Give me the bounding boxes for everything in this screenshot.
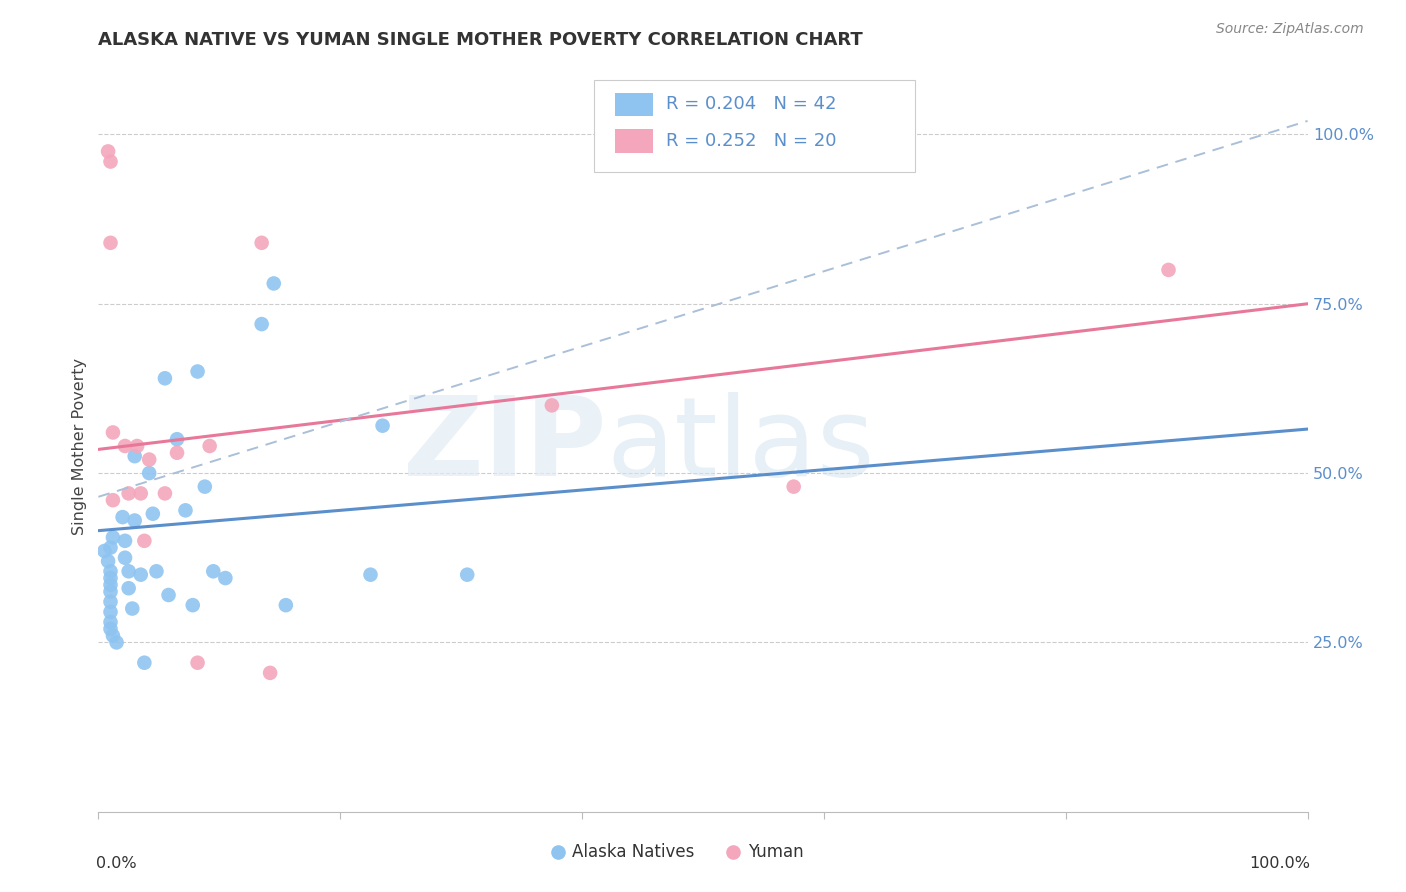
Point: [118, 581, 141, 595]
Point: [124, 449, 146, 463]
Point: [101, 629, 124, 643]
Point: [100, 578, 122, 592]
FancyBboxPatch shape: [614, 129, 654, 153]
Point: [97, 554, 120, 568]
Point: [127, 439, 149, 453]
Point: [100, 622, 122, 636]
Point: [250, 317, 273, 331]
Text: 0.0%: 0.0%: [96, 855, 136, 871]
Point: [371, 418, 394, 433]
Point: [114, 550, 136, 565]
Text: ALASKA NATIVE VS YUMAN SINGLE MOTHER POVERTY CORRELATION CHART: ALASKA NATIVE VS YUMAN SINGLE MOTHER POV…: [98, 31, 863, 49]
Point: [153, 486, 176, 500]
Point: [93, 544, 115, 558]
Point: [100, 584, 122, 599]
Point: [118, 564, 141, 578]
Text: R = 0.252   N = 20: R = 0.252 N = 20: [665, 132, 837, 150]
Text: R = 0.204   N = 42: R = 0.204 N = 42: [665, 95, 837, 113]
Point: [259, 665, 281, 680]
Point: [187, 364, 209, 378]
Point: [181, 598, 204, 612]
Point: [274, 598, 297, 612]
Point: [142, 507, 165, 521]
Point: [100, 571, 122, 585]
Point: [124, 514, 146, 528]
Point: [194, 480, 217, 494]
Point: [202, 564, 225, 578]
Point: [118, 486, 141, 500]
Point: [1157, 263, 1180, 277]
Point: [138, 452, 160, 467]
Point: [723, 842, 745, 856]
Point: [100, 615, 122, 629]
Point: [111, 510, 134, 524]
FancyBboxPatch shape: [595, 80, 915, 171]
Text: Alaska Natives: Alaska Natives: [572, 843, 695, 861]
Point: [547, 842, 569, 856]
Point: [97, 145, 120, 159]
Point: [263, 277, 285, 291]
Point: [138, 466, 160, 480]
Point: [121, 601, 143, 615]
Point: [456, 567, 478, 582]
Point: [214, 571, 236, 585]
Text: 100.0%: 100.0%: [1249, 855, 1310, 871]
Text: Source: ZipAtlas.com: Source: ZipAtlas.com: [1216, 22, 1364, 37]
Point: [360, 567, 382, 582]
Point: [114, 533, 136, 548]
Text: Yuman: Yuman: [748, 843, 803, 861]
Point: [100, 595, 122, 609]
Point: [100, 235, 122, 250]
Point: [153, 371, 176, 385]
Point: [100, 605, 122, 619]
Text: atlas: atlas: [606, 392, 875, 500]
Point: [134, 656, 156, 670]
Point: [101, 493, 124, 508]
Point: [134, 533, 156, 548]
FancyBboxPatch shape: [614, 93, 654, 116]
Y-axis label: Single Mother Poverty: Single Mother Poverty: [72, 358, 87, 534]
Point: [100, 154, 122, 169]
Point: [250, 235, 273, 250]
Point: [105, 635, 128, 649]
Point: [129, 486, 152, 500]
Point: [157, 588, 180, 602]
Point: [166, 432, 188, 446]
Point: [540, 398, 562, 412]
Point: [145, 564, 167, 578]
Point: [198, 439, 221, 453]
Point: [166, 446, 188, 460]
Text: ZIP: ZIP: [404, 392, 606, 500]
Point: [782, 480, 804, 494]
Point: [100, 541, 122, 555]
Point: [100, 564, 122, 578]
Point: [114, 439, 136, 453]
Point: [129, 567, 152, 582]
Point: [101, 530, 124, 544]
Point: [101, 425, 124, 440]
Point: [187, 656, 209, 670]
Point: [174, 503, 197, 517]
